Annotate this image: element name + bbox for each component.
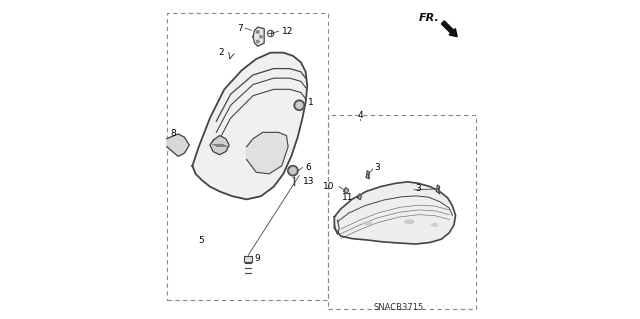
Ellipse shape — [404, 220, 414, 224]
Polygon shape — [344, 188, 349, 194]
Bar — [167, 13, 328, 300]
Text: 5: 5 — [199, 236, 205, 245]
Text: 3: 3 — [374, 163, 380, 172]
Text: FR.: FR. — [419, 12, 440, 23]
Ellipse shape — [364, 222, 372, 225]
Polygon shape — [358, 194, 362, 200]
Circle shape — [288, 166, 298, 176]
Text: 2: 2 — [218, 48, 224, 57]
Text: 3: 3 — [416, 184, 422, 193]
Text: 4: 4 — [357, 111, 363, 120]
Polygon shape — [167, 134, 189, 156]
Text: SNACB3715: SNACB3715 — [373, 303, 423, 312]
Text: 9: 9 — [255, 254, 260, 263]
Bar — [328, 115, 476, 309]
Text: 13: 13 — [303, 177, 314, 186]
Text: 7: 7 — [237, 24, 243, 33]
Text: 10: 10 — [323, 182, 334, 191]
Bar — [244, 256, 252, 262]
Polygon shape — [193, 53, 307, 199]
Polygon shape — [334, 182, 456, 244]
Polygon shape — [366, 171, 369, 179]
Text: 8: 8 — [170, 129, 176, 138]
Text: 11: 11 — [342, 193, 353, 202]
Text: 12: 12 — [282, 27, 293, 36]
Polygon shape — [210, 136, 229, 155]
Text: 1: 1 — [308, 98, 314, 107]
Text: 6: 6 — [306, 163, 312, 172]
Polygon shape — [436, 185, 440, 193]
Ellipse shape — [431, 223, 438, 226]
Circle shape — [296, 102, 302, 108]
Circle shape — [294, 100, 305, 110]
Circle shape — [290, 168, 296, 174]
Polygon shape — [253, 27, 264, 46]
Circle shape — [257, 31, 259, 33]
Circle shape — [257, 40, 259, 43]
Polygon shape — [246, 132, 288, 174]
FancyArrow shape — [442, 21, 457, 37]
Circle shape — [260, 35, 262, 38]
